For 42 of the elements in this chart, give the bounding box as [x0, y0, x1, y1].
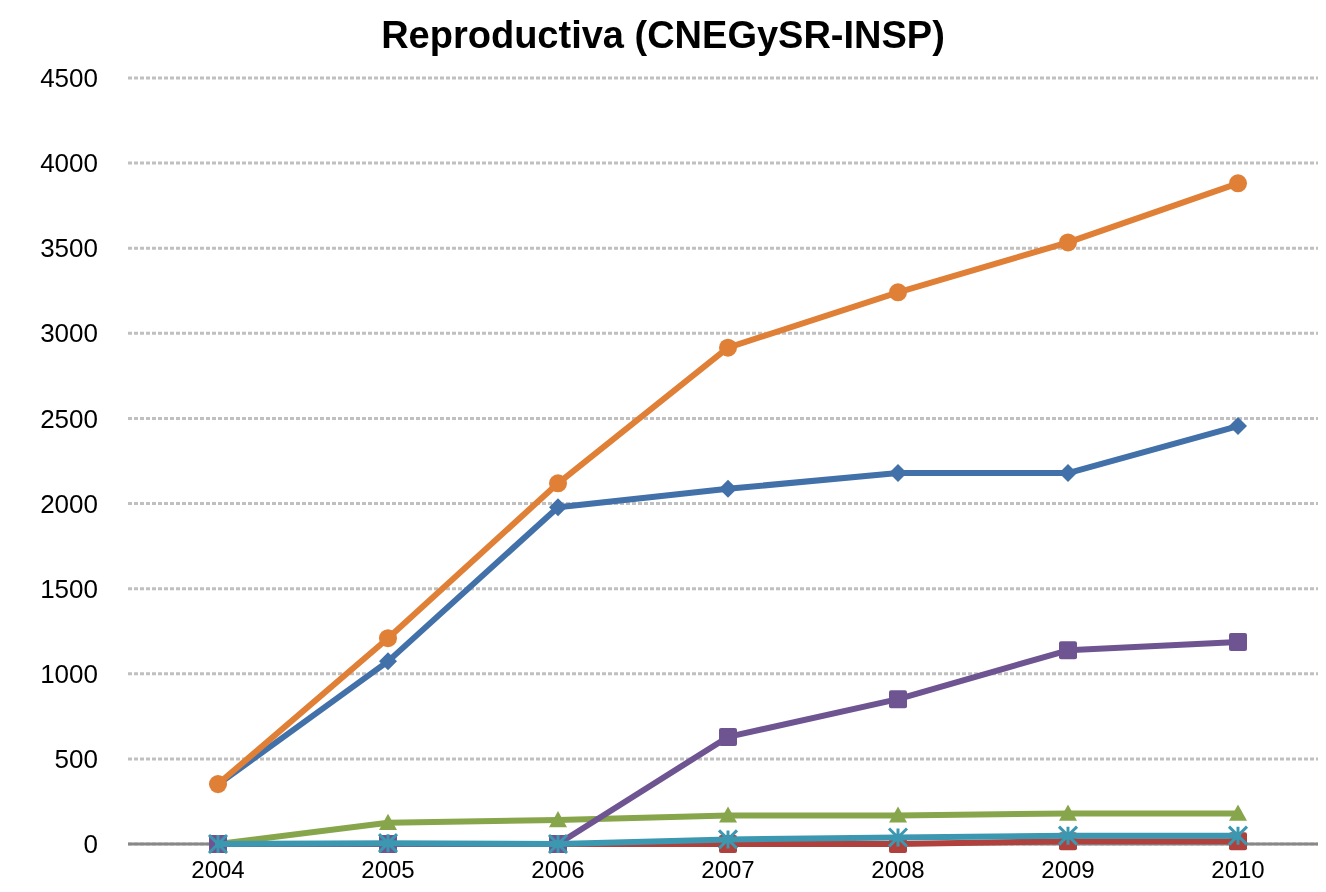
point — [719, 338, 737, 357]
y-tick-label: 4000 — [40, 148, 98, 179]
point — [719, 806, 737, 823]
point — [1059, 804, 1077, 821]
point — [889, 283, 907, 302]
x-tick-label: 2006 — [531, 856, 585, 883]
point — [719, 479, 737, 498]
x-tick-label: 2004 — [191, 856, 245, 883]
point — [379, 629, 397, 648]
point — [549, 498, 567, 517]
point — [1229, 417, 1247, 436]
point — [719, 727, 737, 746]
point — [1229, 632, 1247, 651]
x-tick-label: 2009 — [1041, 856, 1095, 883]
point — [889, 690, 907, 709]
point — [1227, 825, 1249, 847]
y-tick-label: 3000 — [40, 318, 98, 349]
point — [1059, 233, 1077, 252]
point — [887, 827, 909, 849]
point — [549, 811, 567, 828]
x-tick-label: 2008 — [871, 856, 925, 883]
y-tick-label: 1500 — [40, 573, 98, 604]
y-tick-label: 4500 — [40, 63, 98, 94]
point — [379, 813, 397, 830]
point — [1229, 804, 1247, 821]
point — [1229, 174, 1247, 193]
y-tick-label: 3500 — [40, 233, 98, 264]
point — [549, 474, 567, 493]
point — [889, 806, 907, 823]
y-tick-label: 500 — [54, 743, 98, 774]
point — [1057, 825, 1079, 847]
point — [379, 652, 397, 671]
point — [717, 828, 739, 850]
y-tick-label: 2000 — [40, 488, 98, 519]
y-tick-label: 1000 — [40, 658, 98, 689]
x-tick-label: 2010 — [1211, 856, 1265, 883]
y-tick-label: 0 — [83, 829, 98, 860]
x-tick-label: 2007 — [701, 856, 755, 883]
y-tick-label: 2500 — [40, 403, 98, 434]
chart-title: Reproductiva (CNEGySR-INSP) — [381, 14, 945, 56]
point — [1059, 641, 1077, 660]
x-tick-label: 2005 — [361, 856, 415, 883]
